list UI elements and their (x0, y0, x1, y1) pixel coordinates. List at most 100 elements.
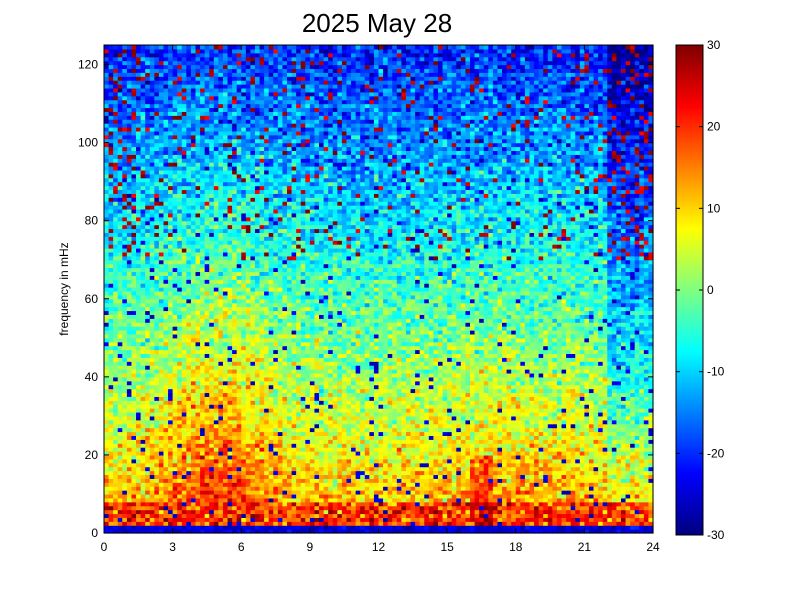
heatmap-cell (186, 521, 192, 526)
heatmap-cell (332, 509, 338, 515)
heatmap-cell (497, 415, 503, 421)
heatmap-cell (405, 408, 412, 413)
heatmap-cell (451, 439, 457, 444)
heatmap-cell (355, 447, 361, 452)
heatmap-cell (264, 493, 270, 499)
heatmap-cell (451, 529, 457, 534)
heatmap-cell (474, 447, 480, 452)
heatmap-cell (158, 501, 165, 507)
heatmap-cell (401, 470, 407, 476)
heatmap-cell (337, 458, 343, 464)
heatmap-cell (561, 454, 567, 460)
heatmap-cell (346, 431, 352, 436)
heatmap-cell (277, 501, 284, 507)
heatmap-cell (625, 451, 631, 456)
heatmap-cell (470, 415, 476, 421)
heatmap-cell (497, 451, 503, 456)
heatmap-cell (300, 454, 306, 460)
heatmap-cell (250, 513, 256, 518)
heatmap-cell (584, 497, 590, 503)
heatmap-cell (149, 454, 155, 460)
heatmap-cell (579, 396, 585, 401)
heatmap-cell (218, 423, 224, 429)
heatmap-cell (131, 439, 137, 444)
heatmap-cell (236, 384, 242, 390)
heatmap-cell (630, 439, 636, 444)
heatmap-cell (172, 404, 178, 409)
heatmap-cell (442, 404, 448, 409)
heatmap-cell (620, 525, 627, 530)
heatmap-cell (360, 513, 366, 518)
heatmap-cell (566, 497, 572, 503)
heatmap-cell (456, 493, 462, 499)
heatmap-cell (222, 415, 229, 421)
heatmap-cell (634, 462, 640, 468)
heatmap-cell (588, 439, 595, 444)
heatmap-cell (437, 478, 444, 483)
heatmap-cell (328, 384, 334, 390)
heatmap-cell (373, 415, 380, 421)
heatmap-cell (300, 369, 306, 374)
heatmap-cell (543, 521, 549, 526)
heatmap-cell (437, 369, 444, 374)
heatmap-cell (296, 458, 302, 464)
heatmap-cell (442, 505, 448, 511)
heatmap-cell (360, 392, 366, 397)
heatmap-cell (566, 427, 572, 433)
heatmap-cell (373, 372, 380, 378)
heatmap-cell (602, 513, 608, 518)
heatmap-cell (287, 392, 293, 397)
heatmap-cell (479, 470, 485, 476)
heatmap-cell (245, 501, 251, 507)
heatmap-cell (149, 513, 155, 518)
heatmap-cell (108, 427, 114, 433)
heatmap-cell (323, 470, 329, 476)
heatmap-cell (419, 400, 425, 405)
heatmap-cell (104, 384, 110, 390)
heatmap-cell (154, 404, 160, 409)
heatmap-cell (511, 482, 517, 487)
heatmap-cell (483, 470, 489, 476)
heatmap-cell (351, 435, 357, 440)
heatmap-cell (168, 525, 174, 530)
heatmap-cell (570, 423, 576, 429)
heatmap-cell (547, 525, 553, 530)
heatmap-cell (547, 427, 553, 433)
heatmap-cell (126, 521, 133, 526)
heatmap-cell (474, 392, 480, 397)
heatmap-cell (497, 392, 503, 397)
heatmap-cell (108, 490, 114, 495)
heatmap-cell (405, 462, 412, 468)
heatmap-cell (136, 388, 142, 394)
heatmap-cell (108, 384, 114, 390)
heatmap-cell (534, 419, 540, 425)
heatmap-cell (241, 419, 247, 425)
heatmap-cell (534, 517, 540, 522)
heatmap-cell (282, 447, 288, 452)
heatmap-cell (465, 411, 471, 417)
heatmap-cell (529, 384, 535, 390)
heatmap-cell (204, 451, 210, 456)
heatmap-cell (497, 497, 503, 503)
heatmap-cell (620, 490, 627, 495)
heatmap-cell (177, 454, 183, 460)
heatmap-cell (556, 451, 563, 456)
heatmap-cell (561, 415, 567, 421)
heatmap-cell (579, 497, 585, 503)
heatmap-cell (575, 478, 581, 483)
heatmap-cell (442, 400, 448, 405)
heatmap-cell (561, 482, 567, 487)
heatmap-cell (140, 415, 146, 421)
heatmap-cell (259, 392, 265, 397)
heatmap-cell (355, 501, 361, 507)
heatmap-cell (254, 380, 261, 386)
heatmap-cell (190, 517, 197, 522)
heatmap-cell (195, 400, 201, 405)
heatmap-cell (570, 392, 576, 397)
heatmap-cell (204, 454, 210, 460)
heatmap-cell (470, 451, 476, 456)
heatmap-cell (305, 505, 311, 511)
heatmap-cell (607, 408, 613, 413)
heatmap-cell (158, 392, 165, 397)
heatmap-cell (181, 462, 187, 468)
